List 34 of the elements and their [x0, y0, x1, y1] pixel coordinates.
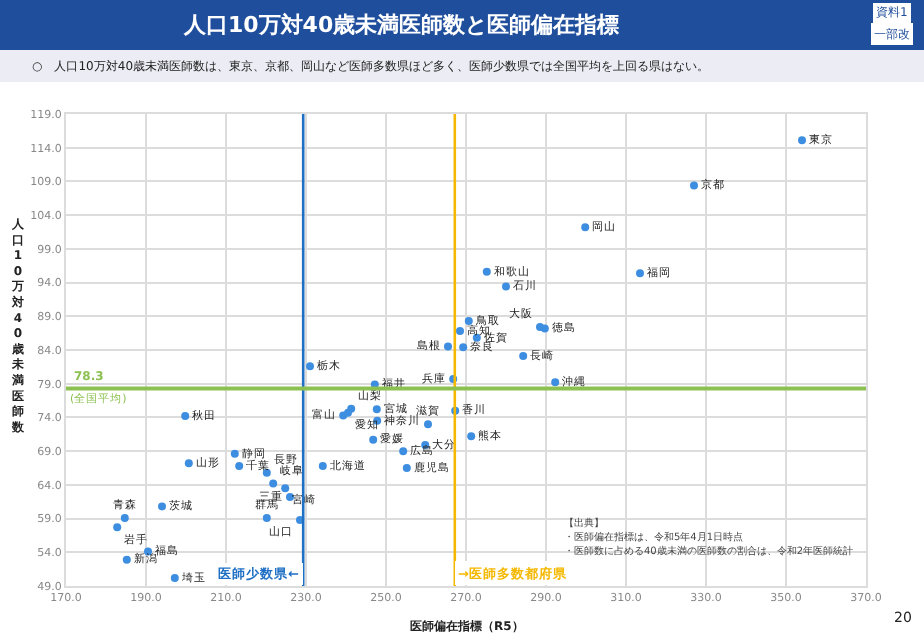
point — [369, 435, 378, 444]
point — [502, 282, 510, 291]
point — [184, 459, 193, 468]
point — [235, 461, 244, 470]
point — [464, 317, 473, 325]
point — [690, 181, 698, 190]
point — [170, 573, 179, 582]
point — [230, 449, 239, 458]
point — [459, 343, 468, 352]
point — [281, 484, 290, 493]
point — [122, 555, 131, 564]
point — [120, 513, 129, 522]
point — [456, 327, 464, 336]
chart-title: 人口10万対40歳未満医師数と医師偏在指標 — [182, 12, 620, 38]
point — [181, 412, 190, 421]
point — [519, 352, 528, 361]
point — [306, 362, 314, 371]
point — [551, 378, 560, 387]
point — [444, 342, 452, 351]
point — [113, 523, 122, 532]
point — [636, 269, 644, 278]
point — [798, 136, 806, 145]
point — [269, 479, 278, 488]
point — [262, 513, 271, 522]
point — [424, 420, 432, 429]
point — [399, 447, 408, 456]
point — [402, 464, 411, 472]
point — [372, 405, 381, 414]
point — [581, 223, 590, 232]
point — [482, 267, 491, 276]
point — [158, 502, 166, 511]
point — [467, 432, 476, 441]
point — [318, 461, 327, 470]
point — [540, 324, 549, 333]
